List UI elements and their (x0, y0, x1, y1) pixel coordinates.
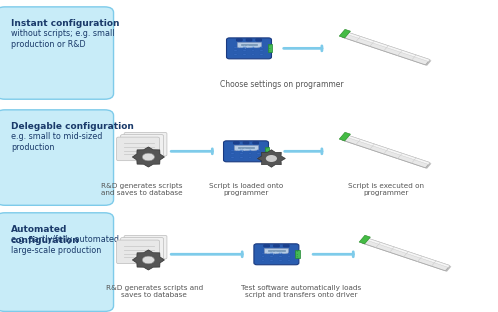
Bar (237, 42, 261, 47)
Bar (234, 145, 258, 150)
FancyBboxPatch shape (246, 39, 252, 41)
Bar (270, 260, 273, 261)
FancyBboxPatch shape (263, 245, 269, 247)
Text: Automated
configuration: Automated configuration (11, 225, 80, 245)
Bar (260, 47, 263, 48)
Polygon shape (339, 29, 351, 38)
Bar (249, 157, 251, 158)
Polygon shape (359, 235, 371, 244)
Polygon shape (344, 33, 431, 66)
Bar (251, 54, 254, 55)
FancyBboxPatch shape (124, 132, 167, 156)
FancyBboxPatch shape (121, 134, 163, 158)
Bar (257, 157, 260, 158)
Bar (287, 256, 290, 257)
Polygon shape (362, 238, 450, 271)
Bar (279, 253, 281, 254)
Text: Instant configuration: Instant configuration (11, 19, 120, 28)
FancyBboxPatch shape (121, 237, 163, 261)
Text: e.g. small to mid-sized
production: e.g. small to mid-sized production (11, 132, 102, 152)
FancyBboxPatch shape (0, 7, 114, 99)
Bar (235, 47, 237, 48)
FancyBboxPatch shape (233, 142, 239, 144)
Text: ready2mains: ready2mains (239, 45, 259, 49)
Polygon shape (364, 239, 451, 272)
FancyBboxPatch shape (124, 235, 167, 259)
Bar (243, 54, 246, 55)
FancyBboxPatch shape (253, 142, 259, 144)
FancyBboxPatch shape (0, 213, 114, 311)
Bar (267, 45, 272, 52)
Text: Choose settings on programmer: Choose settings on programmer (220, 80, 343, 89)
Text: ready2mains: ready2mains (266, 251, 286, 255)
Text: Test software automatically loads
script and transfers onto driver: Test software automatically loads script… (241, 285, 362, 299)
Polygon shape (132, 147, 164, 167)
FancyBboxPatch shape (117, 240, 159, 264)
Bar (235, 54, 237, 55)
Circle shape (266, 151, 267, 152)
Text: R&D generates scripts and
saves to database: R&D generates scripts and saves to datab… (106, 285, 203, 299)
Circle shape (269, 48, 270, 49)
Bar (232, 150, 234, 151)
Circle shape (142, 256, 154, 264)
Bar (262, 253, 264, 254)
Bar (260, 54, 263, 55)
Bar (270, 253, 273, 254)
Polygon shape (342, 32, 430, 65)
Polygon shape (345, 135, 430, 164)
Circle shape (297, 254, 298, 255)
Bar (232, 157, 234, 158)
Circle shape (297, 251, 298, 252)
Bar (270, 256, 273, 257)
Bar (287, 253, 290, 254)
Text: Delegable configuration: Delegable configuration (11, 122, 134, 131)
FancyBboxPatch shape (254, 244, 299, 265)
Bar (262, 256, 264, 257)
Bar (240, 150, 243, 151)
Polygon shape (339, 132, 351, 141)
Bar (262, 260, 264, 261)
Bar (257, 150, 260, 151)
FancyBboxPatch shape (256, 39, 262, 41)
Text: ready2mains: ready2mains (236, 148, 256, 152)
Circle shape (266, 155, 277, 162)
Polygon shape (344, 136, 431, 169)
Bar (251, 47, 254, 48)
Circle shape (142, 153, 154, 161)
Bar (287, 260, 290, 261)
Circle shape (297, 256, 298, 257)
Text: without scripts; e.g. small
production or R&D: without scripts; e.g. small production o… (11, 29, 115, 49)
Bar (240, 157, 243, 158)
Text: Script is executed on
programmer: Script is executed on programmer (348, 183, 424, 196)
Bar (264, 148, 269, 155)
Bar (249, 150, 251, 151)
Text: R&D generates scripts
and saves to database: R&D generates scripts and saves to datab… (101, 183, 183, 196)
FancyBboxPatch shape (227, 38, 271, 59)
FancyBboxPatch shape (273, 245, 279, 247)
Polygon shape (365, 238, 450, 267)
FancyBboxPatch shape (243, 142, 249, 144)
FancyBboxPatch shape (283, 245, 289, 247)
Text: Script is loaded onto
programmer: Script is loaded onto programmer (209, 183, 283, 196)
Bar (295, 251, 300, 258)
Bar (243, 47, 246, 48)
FancyBboxPatch shape (117, 137, 159, 161)
FancyBboxPatch shape (224, 141, 268, 162)
Polygon shape (132, 250, 164, 270)
FancyBboxPatch shape (236, 39, 242, 41)
Polygon shape (342, 135, 430, 168)
Bar (279, 260, 281, 261)
Text: e.g. partly/fully automated
large-scale production: e.g. partly/fully automated large-scale … (11, 235, 119, 255)
Polygon shape (257, 150, 285, 167)
FancyBboxPatch shape (0, 110, 114, 205)
Bar (264, 248, 288, 253)
Bar (279, 256, 281, 257)
Polygon shape (345, 32, 430, 61)
